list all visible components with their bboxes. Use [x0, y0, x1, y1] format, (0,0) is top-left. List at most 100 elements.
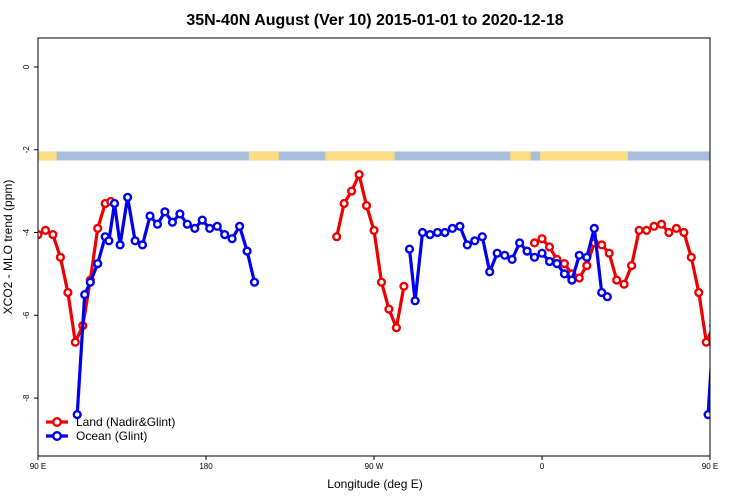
legend-entry: Ocean (Glint) — [46, 429, 147, 443]
data-point — [369, 225, 379, 236]
legend-marker — [52, 431, 63, 442]
data-point — [582, 261, 592, 271]
data-point — [160, 207, 170, 217]
y-tick-label: -6 — [22, 311, 31, 319]
data-point — [507, 254, 517, 265]
data-point — [733, 233, 740, 240]
data-point — [718, 277, 725, 284]
chart-title: 35N-40N August (Ver 10) 2015-01-01 to 20… — [186, 12, 563, 29]
data-point — [462, 240, 472, 250]
data-point — [544, 242, 555, 252]
landmask-land — [325, 151, 395, 161]
data-point — [574, 273, 584, 283]
data-point — [440, 227, 450, 238]
x-tick-label: 90 E — [30, 462, 46, 471]
data-point — [339, 198, 349, 209]
data-point — [152, 219, 163, 229]
y-tick-label: -4 — [22, 228, 31, 236]
data-point — [376, 277, 387, 287]
data-point — [190, 223, 200, 234]
data-point — [559, 259, 570, 269]
data-point — [712, 291, 719, 298]
data-point — [40, 225, 51, 236]
data-point — [604, 248, 614, 258]
data-point — [72, 410, 82, 420]
landmask-land — [248, 151, 279, 161]
series-land — [38, 170, 745, 347]
data-point — [38, 230, 43, 240]
data-point — [671, 223, 682, 234]
legend: Land (Nadir&Glint)Ocean (Glint) — [46, 415, 175, 443]
landmask-land — [717, 151, 743, 160]
x-tick-label: 180 — [199, 462, 213, 471]
data-point — [559, 269, 570, 279]
data-point — [227, 234, 237, 244]
data-point — [48, 230, 58, 240]
data-point — [477, 232, 487, 242]
data-point — [485, 267, 495, 277]
y-tick-label: -2 — [22, 146, 31, 154]
series-ocean — [72, 192, 749, 420]
data-point — [175, 209, 185, 219]
series-line — [407, 224, 609, 303]
data-point — [361, 201, 372, 211]
data-point — [537, 248, 547, 258]
legend-marker — [52, 417, 63, 428]
data-point — [492, 248, 502, 258]
data-point — [602, 292, 612, 302]
data-point — [742, 200, 749, 207]
data-point — [574, 250, 584, 260]
data-point — [582, 252, 592, 262]
data-point — [641, 225, 652, 236]
landmask-land — [510, 151, 531, 161]
data-point — [725, 260, 732, 267]
data-point — [470, 236, 480, 246]
x-tick-label: 0 — [540, 462, 545, 471]
x-axis: 90 E 180 90 W 0 90 E — [30, 456, 718, 471]
data-point — [634, 225, 644, 236]
data-point — [145, 211, 155, 221]
data-point — [80, 290, 90, 300]
data-point — [725, 225, 732, 232]
data-point — [249, 277, 260, 287]
series-line — [335, 173, 406, 330]
data-point — [619, 279, 629, 289]
data-point — [544, 256, 555, 267]
data-point — [212, 221, 222, 231]
data-point — [737, 237, 744, 244]
data-point — [70, 337, 80, 347]
data-point — [612, 275, 622, 285]
data-point — [122, 192, 133, 202]
data-point — [738, 198, 745, 205]
data-point — [404, 244, 415, 254]
data-point — [63, 287, 73, 298]
data-point — [167, 217, 178, 227]
data-point — [399, 281, 409, 291]
data-point — [455, 221, 465, 231]
data-point — [93, 259, 103, 269]
data-point — [354, 170, 364, 180]
data-point — [718, 279, 725, 286]
data-point — [137, 240, 148, 250]
series-line — [75, 195, 257, 417]
data-point — [597, 287, 607, 298]
data-point — [242, 246, 252, 256]
data-point — [626, 261, 637, 271]
data-point — [679, 227, 689, 238]
data-point — [410, 296, 420, 306]
data-point — [432, 227, 443, 238]
data-point — [703, 410, 710, 420]
data-point — [235, 221, 245, 231]
data-point — [552, 259, 562, 269]
data-point — [332, 232, 342, 242]
y-axis: 0 -2 -4 -6 -8 — [22, 64, 38, 402]
data-point — [589, 223, 599, 234]
data-point — [567, 275, 577, 285]
series-layer — [38, 170, 749, 420]
data-point — [537, 234, 547, 244]
data-point — [686, 252, 696, 262]
x-tick-label: 90 E — [702, 462, 718, 471]
data-point — [384, 304, 394, 314]
series-line — [706, 358, 710, 417]
